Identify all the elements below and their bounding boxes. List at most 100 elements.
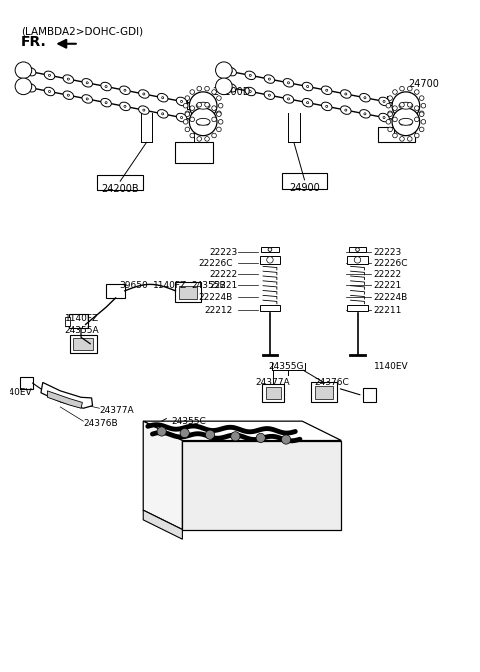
Ellipse shape [399, 102, 413, 109]
Ellipse shape [218, 103, 223, 108]
Polygon shape [48, 391, 83, 409]
Ellipse shape [268, 94, 270, 96]
Ellipse shape [212, 117, 216, 122]
Ellipse shape [197, 120, 202, 125]
Ellipse shape [185, 111, 190, 116]
Text: 24700: 24700 [408, 79, 439, 89]
Ellipse shape [205, 102, 209, 107]
Bar [65, 317, 71, 326]
Ellipse shape [143, 93, 145, 95]
Text: 24355C: 24355C [171, 417, 206, 425]
Ellipse shape [226, 83, 237, 92]
Ellipse shape [415, 133, 419, 138]
Bar [348, 256, 368, 263]
Text: 22226C: 22226C [199, 259, 233, 267]
Ellipse shape [340, 106, 351, 114]
Ellipse shape [124, 106, 126, 108]
Text: 24355A: 24355A [65, 327, 99, 335]
Ellipse shape [216, 62, 232, 79]
Polygon shape [143, 510, 182, 539]
Ellipse shape [30, 71, 32, 73]
Ellipse shape [420, 112, 424, 116]
Ellipse shape [415, 117, 419, 122]
Text: FR.: FR. [21, 36, 47, 50]
Ellipse shape [190, 133, 194, 138]
Ellipse shape [226, 67, 237, 76]
Ellipse shape [268, 78, 270, 80]
Ellipse shape [44, 87, 55, 95]
Ellipse shape [82, 79, 93, 87]
Ellipse shape [25, 83, 36, 92]
Ellipse shape [388, 127, 393, 132]
Ellipse shape [230, 87, 232, 89]
Ellipse shape [105, 85, 107, 87]
Ellipse shape [283, 79, 294, 87]
Ellipse shape [302, 98, 313, 107]
Bar [378, 127, 415, 142]
Ellipse shape [30, 87, 32, 89]
Ellipse shape [267, 257, 273, 263]
Ellipse shape [388, 111, 393, 116]
Text: (LAMBDA2>DOHC-GDI): (LAMBDA2>DOHC-GDI) [21, 26, 143, 36]
Ellipse shape [183, 120, 188, 124]
Ellipse shape [197, 102, 202, 107]
Ellipse shape [420, 127, 424, 132]
Ellipse shape [231, 431, 240, 441]
Ellipse shape [67, 78, 70, 80]
Text: 39650: 39650 [120, 281, 148, 290]
Bar [175, 142, 213, 163]
Ellipse shape [162, 97, 164, 99]
Ellipse shape [196, 102, 210, 109]
Text: 22212: 22212 [205, 306, 233, 314]
Ellipse shape [364, 113, 366, 115]
Text: 22222: 22222 [210, 269, 238, 279]
Polygon shape [143, 421, 341, 441]
Bar [315, 386, 333, 398]
Ellipse shape [48, 91, 50, 93]
Ellipse shape [157, 93, 168, 102]
Ellipse shape [249, 91, 252, 93]
Ellipse shape [216, 111, 221, 116]
Ellipse shape [421, 120, 426, 124]
Bar [362, 388, 376, 402]
Ellipse shape [421, 103, 426, 108]
Ellipse shape [120, 102, 130, 111]
Ellipse shape [189, 92, 217, 120]
Ellipse shape [189, 108, 217, 136]
Bar [70, 335, 97, 353]
Bar [97, 175, 143, 190]
Ellipse shape [360, 93, 370, 102]
Ellipse shape [383, 100, 385, 102]
Ellipse shape [356, 248, 360, 251]
Ellipse shape [325, 89, 328, 91]
Ellipse shape [180, 100, 182, 102]
Text: 24376C: 24376C [315, 378, 349, 387]
Ellipse shape [124, 89, 126, 91]
Ellipse shape [67, 94, 70, 96]
Ellipse shape [105, 101, 107, 103]
Ellipse shape [143, 109, 145, 111]
Bar [73, 338, 94, 349]
Ellipse shape [205, 136, 209, 141]
Bar [69, 314, 88, 328]
Ellipse shape [86, 82, 88, 84]
Text: 22221: 22221 [209, 280, 238, 290]
Ellipse shape [420, 111, 424, 116]
Ellipse shape [63, 75, 73, 83]
Text: 22223: 22223 [209, 248, 238, 257]
Bar [348, 305, 368, 312]
Ellipse shape [388, 96, 393, 100]
Ellipse shape [281, 435, 291, 444]
Bar [107, 284, 125, 298]
Ellipse shape [245, 71, 255, 79]
Ellipse shape [307, 101, 309, 103]
Ellipse shape [120, 86, 130, 95]
Text: 1140EV: 1140EV [0, 388, 33, 396]
Ellipse shape [288, 82, 289, 84]
Text: 1140EV: 1140EV [373, 362, 408, 372]
Text: 22211: 22211 [373, 306, 402, 314]
Ellipse shape [415, 106, 419, 110]
Text: 22223: 22223 [373, 248, 402, 257]
Ellipse shape [322, 102, 332, 111]
Ellipse shape [82, 95, 93, 103]
